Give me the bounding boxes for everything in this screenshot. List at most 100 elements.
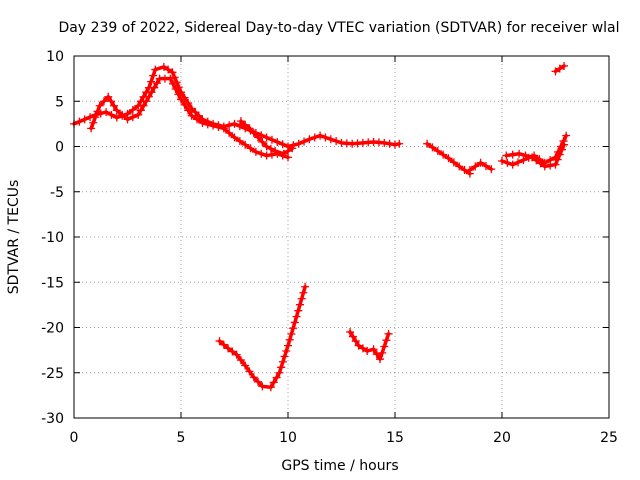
data-point	[376, 355, 385, 364]
data-point	[168, 68, 177, 77]
series-track-e	[465, 158, 496, 175]
y-tick-label: 10	[46, 49, 64, 65]
y-axis-label: SDTVAR / TECUs	[6, 180, 22, 295]
data-point	[476, 158, 485, 167]
series-track-b	[87, 74, 292, 162]
data-point	[380, 342, 389, 351]
y-tick-label: -15	[41, 275, 64, 291]
data-point	[249, 128, 258, 137]
data-point	[444, 154, 453, 163]
data-point	[439, 150, 448, 159]
data-point	[139, 101, 148, 110]
y-tick-label: 5	[55, 94, 64, 110]
data-point	[209, 121, 218, 130]
series-track-f	[498, 131, 571, 169]
x-tick-label: 20	[493, 430, 511, 446]
data-point	[284, 341, 292, 350]
grid-layer	[74, 56, 609, 418]
data-point	[254, 377, 263, 386]
data-point	[423, 139, 432, 148]
data-point	[285, 335, 294, 344]
data-point	[249, 373, 258, 382]
data-point	[128, 105, 137, 114]
y-tick-label: -30	[41, 411, 64, 427]
data-point	[498, 156, 506, 165]
series-line	[72, 65, 402, 149]
data-point	[95, 101, 104, 110]
data-point	[152, 79, 161, 88]
data-point	[502, 151, 511, 160]
data-point	[295, 300, 304, 309]
data-point	[215, 337, 224, 346]
y-tick-label: -5	[50, 185, 64, 201]
data-point	[292, 312, 301, 321]
data-point	[180, 100, 189, 109]
data-point	[235, 137, 244, 146]
data-point	[230, 119, 239, 128]
data-point	[266, 144, 275, 153]
data-point	[382, 336, 391, 345]
data-point	[284, 147, 292, 156]
data-point	[168, 79, 177, 88]
data-point	[262, 151, 271, 160]
data-point	[532, 156, 541, 165]
data-point	[149, 71, 158, 80]
data-point	[177, 95, 185, 104]
data-point	[166, 74, 175, 83]
data-point	[219, 340, 228, 349]
data-point	[560, 140, 569, 149]
data-point	[273, 137, 282, 146]
data-point	[266, 383, 275, 392]
data-point	[316, 131, 325, 140]
data-point	[159, 62, 168, 71]
data-point	[433, 147, 442, 156]
data-point	[246, 144, 255, 153]
data-point	[144, 92, 153, 101]
data-point	[348, 332, 357, 341]
data-point	[241, 361, 250, 370]
data-point	[288, 144, 297, 153]
y-tick-label: 0	[55, 140, 64, 156]
data-point	[555, 64, 564, 73]
data-point	[471, 162, 480, 171]
data-point	[332, 137, 341, 146]
data-point	[107, 110, 116, 119]
data-point	[99, 97, 108, 106]
series-track-j	[346, 328, 393, 364]
data-point	[224, 344, 233, 353]
data-point	[519, 156, 528, 165]
data-point	[258, 382, 267, 391]
data-point	[540, 162, 549, 171]
data-point	[557, 145, 566, 154]
data-point	[236, 356, 245, 365]
data-point	[555, 150, 564, 159]
data-point	[104, 92, 113, 101]
data-point	[385, 139, 394, 148]
data-point	[191, 108, 200, 117]
series-line	[348, 330, 391, 361]
tick-layer: -30 -25 -20 -15 -10 -5 0 5 10 0 5 10 15 20 25	[41, 49, 618, 446]
data-point	[280, 352, 289, 361]
data-point	[287, 330, 296, 339]
data-point	[267, 135, 276, 144]
data-point	[102, 108, 111, 117]
series-track-d	[423, 139, 474, 178]
data-point	[465, 166, 474, 175]
data-point	[109, 101, 118, 110]
data-point	[289, 324, 298, 333]
data-point	[299, 288, 308, 297]
data-point	[553, 155, 562, 164]
data-point	[258, 137, 267, 146]
data-point	[508, 150, 517, 159]
data-point	[80, 115, 89, 124]
data-point	[254, 133, 263, 142]
series-line	[217, 285, 307, 389]
data-point	[369, 345, 378, 354]
data-point	[241, 120, 250, 129]
data-point	[395, 139, 404, 148]
data-point	[174, 90, 183, 99]
data-point	[278, 140, 287, 149]
data-point	[346, 328, 355, 337]
x-tick-label: 0	[70, 430, 79, 446]
data-point	[536, 159, 545, 168]
